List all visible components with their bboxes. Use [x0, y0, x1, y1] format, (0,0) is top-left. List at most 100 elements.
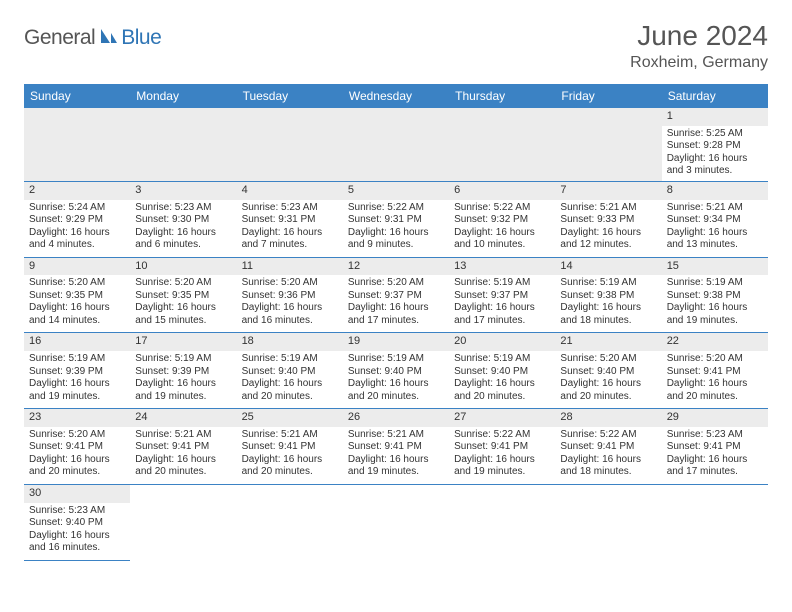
calendar-page: General Blue June 2024 Roxheim, Germany …: [0, 0, 792, 581]
daylight-line: Daylight: 16 hours and 20 minutes.: [242, 378, 338, 403]
calendar-cell: 25 Sunrise: 5:21 AMSunset: 9:41 PMDayligh…: [237, 409, 343, 485]
calendar-cell: 5Sunrise: 5:22 AMSunset: 9:31 PMDaylight…: [343, 181, 449, 257]
calendar-cell: 21Sunrise: 5:20 AMSunset: 9:40 PMDayligh…: [555, 333, 661, 409]
sunrise-line: Sunrise: 5:19 AM: [348, 353, 444, 366]
sunset-line: Sunset: 9:37 PM: [454, 290, 550, 303]
sunrise-line: Sunrise: 5:20 AM: [667, 353, 763, 366]
calendar-cell: 1Sunrise: 5:25 AMSunset: 9:28 PMDaylight…: [662, 108, 768, 181]
logo-text-general: General: [24, 26, 95, 50]
calendar-cell: 19Sunrise: 5:19 AMSunset: 9:40 PMDayligh…: [343, 333, 449, 409]
sunrise-line: Sunrise: 5:19 AM: [135, 353, 231, 366]
daylight-line: Daylight: 16 hours and 20 minutes.: [348, 378, 444, 403]
calendar-cell: 28Sunrise: 5:22 AMSunset: 9:41 PMDayligh…: [555, 409, 661, 485]
calendar-body: 1 Sunrise: 5:25 AMSunset: 9:28 PM Daylight…: [24, 108, 768, 560]
sunrise-line: Sunrise: 5:19 AM: [454, 277, 550, 290]
sunrise-line: Sunrise: 5:21 AM: [242, 429, 338, 442]
location-subtitle: Roxheim, Germany: [630, 54, 768, 72]
daylight-line: Daylight: 16 hours and 20 minutes.: [135, 454, 231, 479]
daylight-line: Daylight: 16 hours and 13 minutes.: [667, 227, 763, 252]
sunrise-line: Sunrise: 5:25 AM: [667, 128, 763, 141]
sunset-line: Sunset: 9:39 PM: [29, 366, 125, 379]
sunset-line: Sunset: 9:40 PM: [242, 366, 338, 379]
sunset-line: Sunset: 9:34 PM: [667, 214, 763, 227]
calendar-header-row: SundayMondayTuesdayWednesdayThursdayFrid…: [24, 84, 768, 108]
sunrise-line: Sunrise: 5:20 AM: [29, 429, 125, 442]
daylight-line: Daylight: 16 hours and 9 minutes.: [348, 227, 444, 252]
day-number: 21: [555, 333, 661, 351]
day-number: 1: [662, 108, 768, 126]
calendar-cell: 13Sunrise: 5:19 AMSunset: 9:37 PMDayligh…: [449, 257, 555, 333]
day-number: 2: [24, 182, 130, 200]
day-number: 18: [237, 333, 343, 351]
day-number: 12: [343, 258, 449, 276]
calendar-cell: 29Sunrise: 5:23 AMSunset: 9:41 PMDayligh…: [662, 409, 768, 485]
calendar-cell: 14Sunrise: 5:19 AMSunset: 9:38 PMDayligh…: [555, 257, 661, 333]
calendar-cell: 12Sunrise: 5:20 AMSunset: 9:37 PMDayligh…: [343, 257, 449, 333]
calendar-cell: [449, 108, 555, 181]
title-block: June 2024 Roxheim, Germany: [630, 20, 768, 72]
weekday-header: Thursday: [449, 84, 555, 108]
sunrise-line: Sunrise: 5:23 AM: [667, 429, 763, 442]
daylight-line: Daylight: 16 hours and 20 minutes.: [560, 378, 656, 403]
calendar-cell: [555, 484, 661, 560]
calendar-cell: 8Sunrise: 5:21 AMSunset: 9:34 PMDaylight…: [662, 181, 768, 257]
daylight-line: Daylight: 16 hours and 20 minutes.: [29, 454, 125, 479]
sunrise-line: Sunrise: 5:19 AM: [242, 353, 338, 366]
calendar-cell: [237, 108, 343, 181]
daylight-line: Daylight: 16 hours and 18 minutes.: [560, 454, 656, 479]
sunset-line: Sunset: 9:41 PM: [242, 441, 338, 454]
sunrise-line: Sunrise: 5:20 AM: [135, 277, 231, 290]
calendar-cell: 15Sunrise: 5:19 AMSunset: 9:38 PMDayligh…: [662, 257, 768, 333]
calendar-cell: 22Sunrise: 5:20 AMSunset: 9:41 PMDayligh…: [662, 333, 768, 409]
daylight-line: Daylight: 16 hours and 17 minutes.: [348, 302, 444, 327]
month-title: June 2024: [630, 20, 768, 52]
weekday-header: Sunday: [24, 84, 130, 108]
calendar-cell: 30Sunrise: 5:23 AMSunset: 9:40 PMDayligh…: [24, 484, 130, 560]
day-number: 26: [343, 409, 449, 427]
sunrise-line: Sunrise: 5:23 AM: [29, 505, 125, 518]
sunset-line: Sunset: 9:28 PM: [667, 140, 763, 153]
daylight-line: Daylight: 16 hours and 18 minutes.: [560, 302, 656, 327]
day-number: 9: [24, 258, 130, 276]
daylight-line: Daylight: 16 hours and 15 minutes.: [135, 302, 231, 327]
day-number: 16: [24, 333, 130, 351]
weekday-header: Monday: [130, 84, 236, 108]
sunset-line: Sunset: 9:38 PM: [560, 290, 656, 303]
calendar-cell: 18 Sunrise: 5:19 AMSunset: 9:40 PMDayligh…: [237, 333, 343, 409]
daylight-line: Daylight: 16 hours and 16 minutes.: [242, 302, 338, 327]
sunset-line: Sunset: 9:36 PM: [242, 290, 338, 303]
day-number: 3: [130, 182, 236, 200]
sunset-line: Sunset: 9:30 PM: [135, 214, 231, 227]
sunset-line: Sunset: 9:37 PM: [348, 290, 444, 303]
calendar-cell: 3Sunrise: 5:23 AMSunset: 9:30 PMDaylight…: [130, 181, 236, 257]
calendar-cell: [130, 484, 236, 560]
day-number: 19: [343, 333, 449, 351]
calendar-cell: 4Sunrise: 5:23 AMSunset: 9:31 PMDaylight…: [237, 181, 343, 257]
weekday-header: Wednesday: [343, 84, 449, 108]
daylight-line: Daylight: 16 hours and 7 minutes.: [242, 227, 338, 252]
day-number: 25: [237, 409, 343, 427]
sunrise-line: Sunrise: 5:23 AM: [242, 202, 338, 215]
sunrise-line: Sunrise: 5:20 AM: [560, 353, 656, 366]
logo-sail-icon: [99, 27, 119, 50]
sunrise-line: Sunrise: 5:20 AM: [242, 277, 338, 290]
sunset-line: Sunset: 9:39 PM: [135, 366, 231, 379]
sunset-line: Sunset: 9:31 PM: [348, 214, 444, 227]
sunset-line: Sunset: 9:41 PM: [135, 441, 231, 454]
sunrise-line: Sunrise: 5:22 AM: [454, 202, 550, 215]
sunrise-line: Sunrise: 5:21 AM: [135, 429, 231, 442]
logo: General Blue: [24, 26, 161, 50]
sunrise-line: Sunrise: 5:22 AM: [454, 429, 550, 442]
daylight-line: Daylight: 16 hours and 14 minutes.: [29, 302, 125, 327]
daylight-line: Daylight: 16 hours and 20 minutes.: [454, 378, 550, 403]
sunrise-line: Sunrise: 5:21 AM: [667, 202, 763, 215]
sunset-line: Sunset: 9:41 PM: [454, 441, 550, 454]
daylight-line: Daylight: 16 hours and 20 minutes.: [667, 378, 763, 403]
daylight-line: Daylight: 16 hours and 20 minutes.: [242, 454, 338, 479]
sunrise-line: Sunrise: 5:21 AM: [348, 429, 444, 442]
sunset-line: Sunset: 9:35 PM: [135, 290, 231, 303]
daylight-line: Daylight: 16 hours and 17 minutes.: [454, 302, 550, 327]
calendar-cell: 17Sunrise: 5:19 AMSunset: 9:39 PMDayligh…: [130, 333, 236, 409]
day-number: 23: [24, 409, 130, 427]
logo-text-blue: Blue: [121, 26, 161, 50]
